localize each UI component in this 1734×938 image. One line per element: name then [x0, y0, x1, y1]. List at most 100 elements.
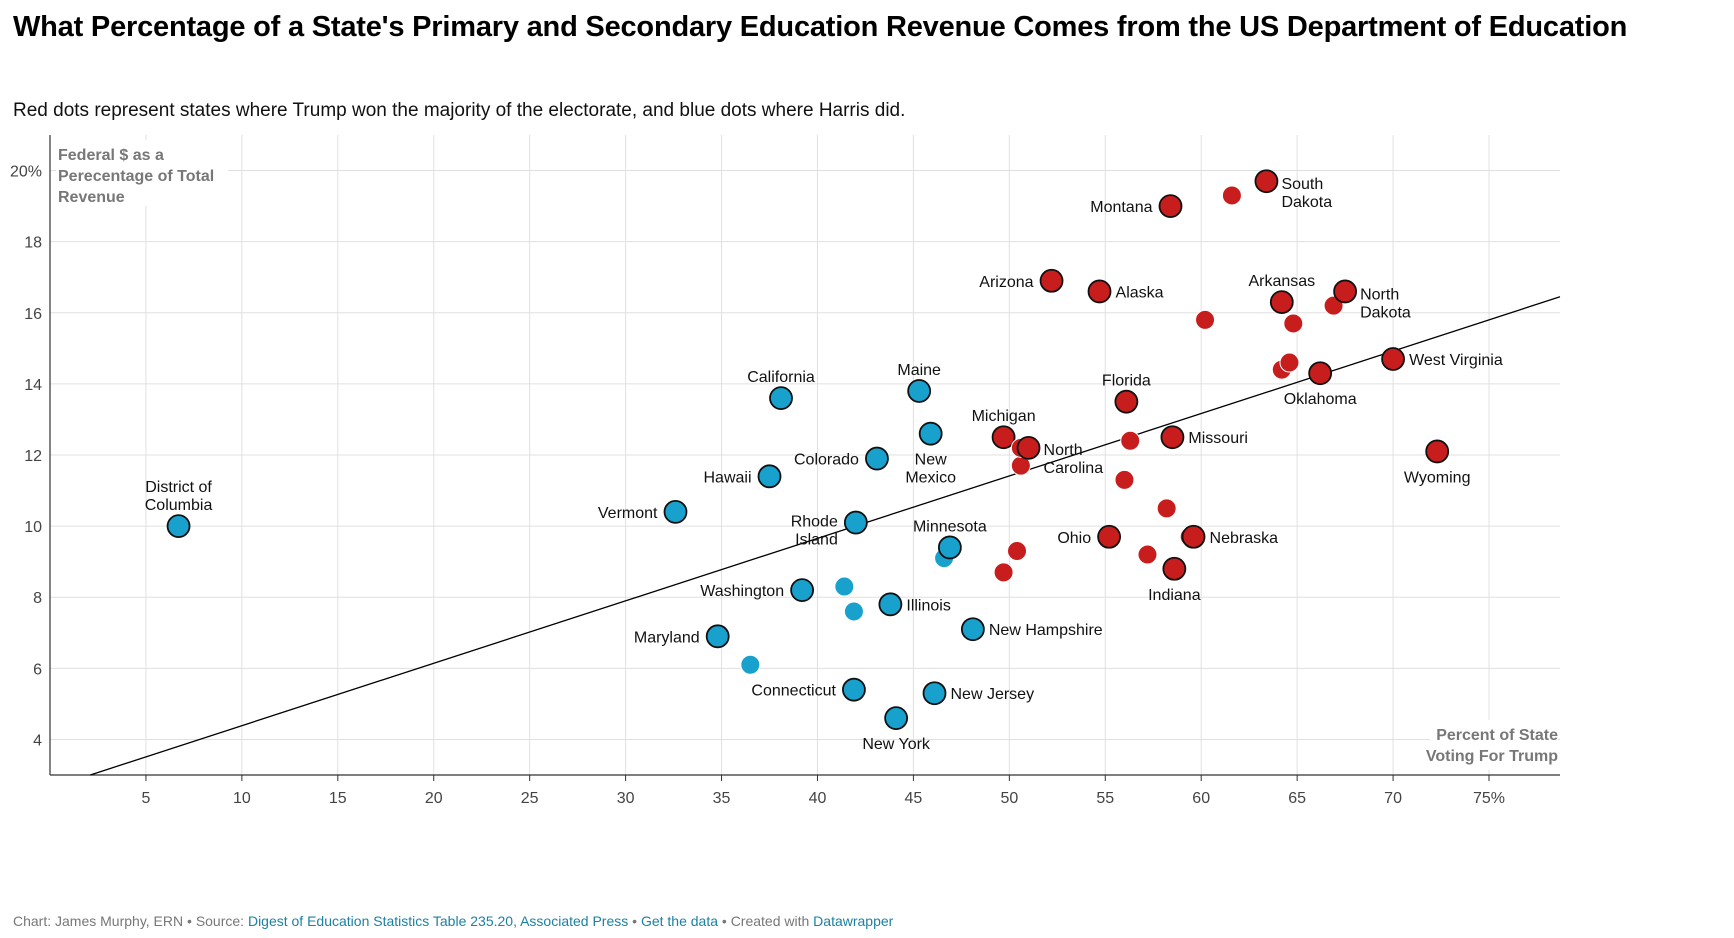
point-label: Hawaii [703, 469, 751, 486]
point-label: Oklahoma [1284, 391, 1357, 408]
data-point[interactable] [1160, 425, 1185, 450]
gridlines [49, 135, 1560, 776]
data-point[interactable] [842, 677, 866, 702]
point-label: Minnesota [913, 518, 987, 535]
point-label: Michigan [972, 408, 1036, 425]
data-point[interactable] [663, 499, 688, 524]
footer-source-prefix: Source: [195, 913, 248, 929]
y-axis-ticks: 4 6 8 10 12 14 16 18 20% [10, 164, 42, 750]
point-label: Ohio [1057, 530, 1091, 547]
footer-separator: • [183, 913, 196, 929]
data-point[interactable] [1181, 524, 1206, 549]
datawrapper-link[interactable]: Datawrapper [813, 913, 894, 929]
data-point[interactable] [757, 464, 782, 489]
y-tick-label: 16 [24, 306, 42, 323]
data-point[interactable] [1097, 524, 1122, 549]
point-label: Columbia [145, 497, 213, 514]
point-label: Vermont [598, 505, 658, 522]
data-point[interactable] [1269, 290, 1294, 315]
source-link[interactable]: Digest of Education Statistics Table 235… [247, 913, 629, 929]
y-tick-label: 6 [33, 661, 42, 678]
data-point[interactable] [843, 510, 868, 535]
data-point[interactable] [1007, 541, 1028, 561]
data-point[interactable] [705, 624, 730, 649]
y-tick-label: 8 [33, 590, 42, 607]
data-point[interactable] [1039, 268, 1064, 293]
y-tick-label: 4 [33, 732, 42, 749]
data-point[interactable] [1283, 313, 1304, 334]
y-axis-title-bg [56, 140, 228, 206]
point-label: New [915, 452, 947, 469]
x-axis-ticks: 5 10 15 20 25 30 35 40 45 50 55 60 65 70 75% [141, 775, 1505, 807]
data-point[interactable] [1114, 469, 1135, 490]
data-point[interactable] [1308, 361, 1333, 386]
point-label: New Hampshire [989, 622, 1103, 639]
data-point[interactable] [991, 425, 1016, 450]
data-point[interactable] [1087, 279, 1112, 304]
data-point[interactable] [1158, 194, 1183, 219]
x-tick-label: 55 [1096, 790, 1114, 807]
y-tick-label: 18 [24, 235, 42, 252]
data-point[interactable] [907, 379, 932, 403]
data-point[interactable] [993, 562, 1014, 583]
data-point[interactable] [1381, 347, 1405, 371]
data-point[interactable] [937, 535, 962, 560]
x-tick-label: 20 [425, 790, 443, 807]
data-point[interactable] [1279, 352, 1300, 373]
point-label: Dakota [1360, 304, 1411, 321]
point-label: Arizona [979, 274, 1033, 291]
data-point[interactable] [1425, 439, 1450, 464]
x-tick-label: 25 [521, 790, 539, 807]
point-label: Connecticut [751, 683, 836, 700]
point-label: Missouri [1188, 430, 1248, 447]
get-the-data-link[interactable]: Get the data [640, 913, 718, 929]
data-point[interactable] [1162, 556, 1187, 581]
data-point[interactable] [1254, 169, 1279, 194]
x-tick-label: 30 [617, 790, 635, 807]
point-label: Illinois [906, 597, 950, 614]
data-point[interactable] [834, 576, 855, 597]
x-tick-label: 35 [713, 790, 731, 807]
data-point[interactable] [1156, 498, 1177, 519]
point-label: Rhode [791, 514, 838, 531]
data-point[interactable] [1333, 279, 1358, 304]
data-point[interactable] [769, 386, 793, 411]
data-point[interactable] [960, 617, 985, 642]
x-tick-label: 15 [329, 790, 347, 807]
y-tick-label: 12 [24, 448, 42, 465]
data-point[interactable] [1221, 185, 1242, 206]
data-point[interactable] [1016, 435, 1041, 460]
x-tick-label: 40 [809, 790, 827, 807]
point-label: South [1281, 176, 1323, 193]
data-point[interactable] [1195, 309, 1216, 330]
scatter-chart: 4 6 8 10 12 14 16 18 20% 5 10 15 20 25 30 35 40 45 50 55 60… [10, 135, 1561, 807]
data-point[interactable] [1120, 430, 1141, 451]
point-label: Nebraska [1210, 530, 1279, 547]
y-axis-title: Federal $ as a [58, 147, 164, 164]
data-point[interactable] [740, 654, 761, 675]
data-point[interactable] [843, 601, 864, 622]
point-label: Arkansas [1248, 273, 1315, 290]
point-label: Dakota [1281, 194, 1332, 211]
point-label: North [1044, 442, 1083, 459]
data-point[interactable] [1114, 389, 1139, 414]
point-label: California [747, 369, 815, 386]
data-point[interactable] [884, 706, 909, 731]
data-point[interactable] [878, 592, 903, 617]
data-point[interactable] [922, 681, 947, 706]
data-point[interactable] [166, 514, 191, 539]
data-point[interactable] [1137, 544, 1158, 565]
x-tick-label: 60 [1192, 790, 1210, 807]
point-label: New Jersey [951, 686, 1035, 703]
data-point[interactable] [790, 578, 815, 603]
x-tick-label: 10 [233, 790, 251, 807]
x-axis-title: Percent of State [1436, 727, 1558, 744]
data-point[interactable] [918, 421, 943, 446]
footer: Chart: James Murphy, ERN • Source: Diges… [13, 913, 893, 929]
point-label: Montana [1090, 199, 1152, 216]
y-axis-title: Perecentage of Total [58, 168, 214, 185]
point-label: District of [145, 479, 212, 496]
data-point[interactable] [865, 446, 889, 471]
point-label: Washington [700, 583, 784, 600]
